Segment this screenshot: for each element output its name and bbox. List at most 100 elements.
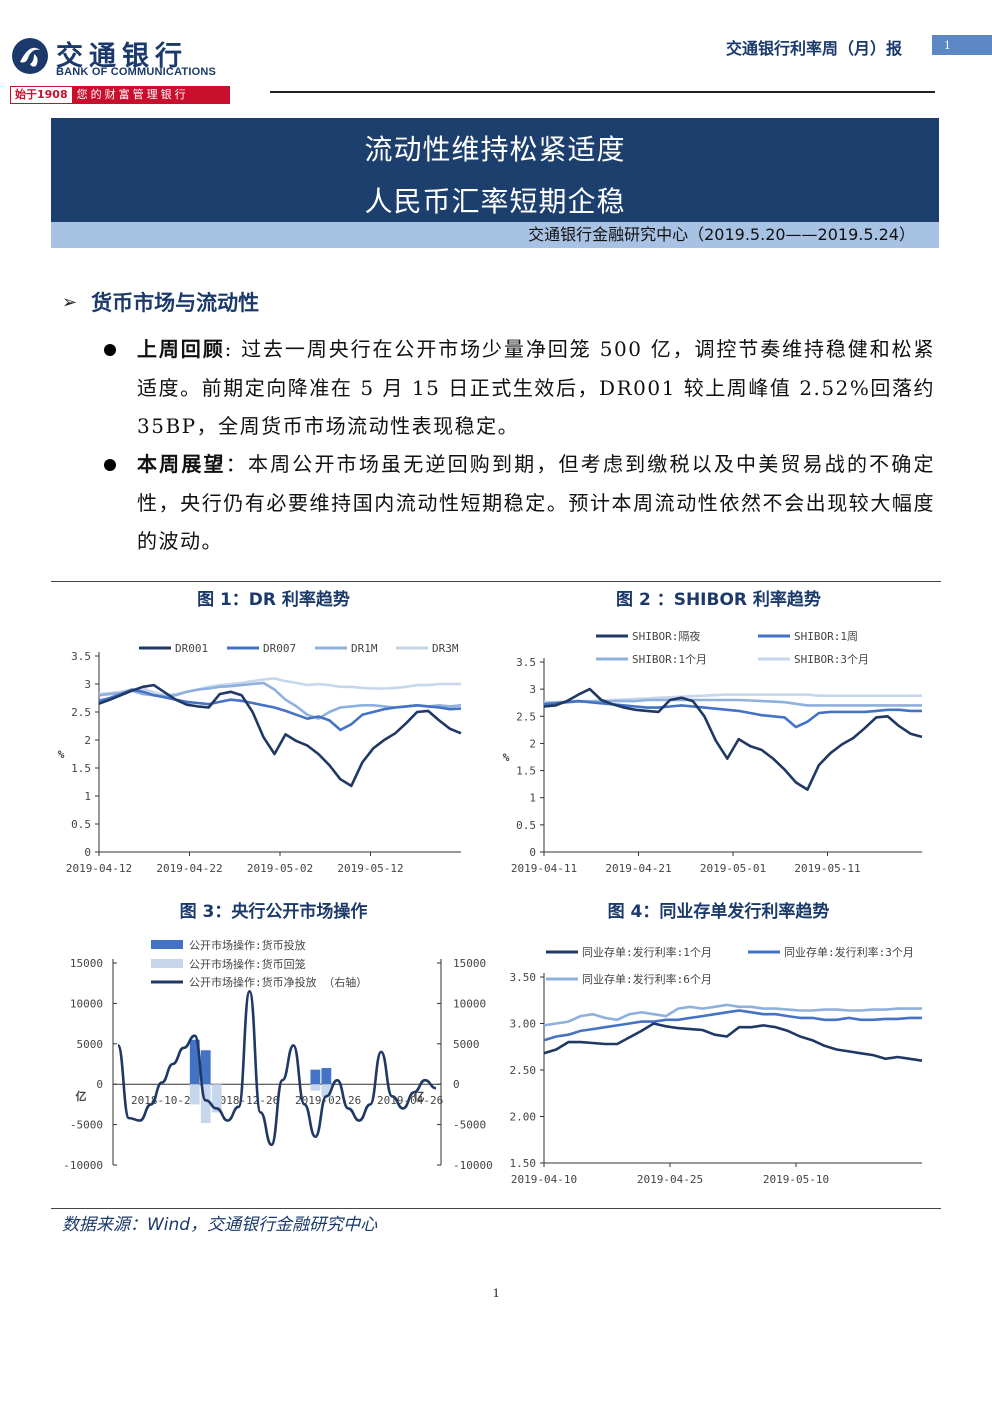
series-line-同业存单:发行利率:3个月 xyxy=(543,1009,922,1042)
x-tick-label: 2019-04-11 xyxy=(511,862,577,875)
bank-tagline: 始于1908 您的财富管理银行 xyxy=(10,86,230,104)
report-title: 交通银行利率周（月）报 xyxy=(726,39,903,58)
bullet-separator: : xyxy=(224,337,233,361)
series-line-SHIBOR:隔夜 xyxy=(543,687,923,791)
bank-logo-icon xyxy=(12,38,48,74)
y-tick-label: 2.5 xyxy=(71,706,91,719)
y-tick-label-right: 15000 xyxy=(453,957,486,970)
bar-公开市场操作:货币投放 xyxy=(321,1068,332,1085)
y-tick-label-left: 10000 xyxy=(70,997,103,1010)
bar-公开市场操作:货币回笼 xyxy=(321,1084,332,1098)
bullet-text: 过去一周央行在公开市场少量净回笼 500 亿，调控节奏维持稳健和松紧适度。前期定… xyxy=(137,337,936,438)
page-number: 1 xyxy=(492,1285,500,1300)
y-tick-label: 2.00 xyxy=(510,1111,537,1124)
legend-label: DR3M xyxy=(432,642,459,655)
y-tick-label: 0 xyxy=(84,846,91,859)
y-tick-label-left: -5000 xyxy=(70,1119,103,1132)
legend-swatch xyxy=(151,940,183,949)
y-tick-label-right: 10000 xyxy=(453,997,486,1010)
legend-label: 公开市场操作:货币净投放 （右轴） xyxy=(189,975,367,989)
bullet-label: 上周回顾 xyxy=(137,337,225,361)
y-tick-label: 0.5 xyxy=(516,819,536,832)
headline-1: 流动性维持松紧适度 xyxy=(364,133,626,166)
x-tick-label: 2019-04-12 xyxy=(66,862,132,875)
y-tick-label: 1.5 xyxy=(71,762,91,775)
legend-swatch xyxy=(151,959,183,968)
x-tick-label: 2019-04-21 xyxy=(605,862,671,875)
y-tick-label: 3.5 xyxy=(71,650,91,663)
y-tick-label: 1.5 xyxy=(516,765,536,778)
y-tick-label: 0 xyxy=(529,846,536,859)
legend-label: 公开市场操作:货币回笼 xyxy=(189,957,306,971)
headline-2: 人民币汇率短期企稳 xyxy=(364,185,626,218)
y-tick-label: 1 xyxy=(84,790,91,803)
y-tick-label-right: 0 xyxy=(453,1078,460,1091)
bar-公开市场操作:货币回笼 xyxy=(200,1084,211,1123)
x-tick-label: 2019-04-25 xyxy=(637,1173,703,1186)
x-tick-label: 2019-04-22 xyxy=(156,862,222,875)
bullet-separator: ： xyxy=(225,452,248,476)
x-tick-label: 2019-05-02 xyxy=(247,862,313,875)
bank-name-cn: 交通银行 xyxy=(56,41,188,72)
bar-公开市场操作:货币回笼 xyxy=(211,1084,222,1113)
legend-label: 同业存单:发行利率:1个月 xyxy=(582,945,712,959)
y-tick-label: 2 xyxy=(84,734,91,747)
legend-label: DR001 xyxy=(175,642,208,655)
legend-label: SHIBOR:1个月 xyxy=(632,653,707,666)
x-tick-label: 2018-10-26 xyxy=(131,1094,197,1107)
figure-1-title: 图 1：DR 利率趋势 xyxy=(197,590,350,610)
y-tick-label-right: 5000 xyxy=(453,1038,480,1051)
bar-公开市场操作:货币投放 xyxy=(200,1050,211,1085)
fig1-svg: 0 0.5 1 1.5 2 2.5 3 3.5% 2019-04-12 2019-04-22 201… xyxy=(58,642,462,875)
dr-rate-chart: 0 0.5 1 1.5 2 2.5 3 3.5% 2019-04-12 2019-04-22 201… xyxy=(51,612,491,882)
figure-3-title: 图 3：央行公开市场操作 xyxy=(179,902,368,922)
y-tick-label: 3 xyxy=(84,678,91,691)
y-tick-label: 3.5 xyxy=(516,656,536,669)
y-tick-label-left: 0 xyxy=(96,1078,103,1091)
y-tick-label: 1.50 xyxy=(510,1157,537,1170)
bar-公开市场操作:货币投放 xyxy=(310,1069,321,1085)
bullet-dot-icon xyxy=(104,344,116,356)
x-tick-label: 2019-05-11 xyxy=(794,862,860,875)
legend-label: DR007 xyxy=(263,642,296,655)
bullet-text: 本周公开市场虽无逆回购到期，但考虑到缴税以及中美贸易战的不确定性，央行仍有必要维… xyxy=(137,452,936,553)
y-axis-label: % xyxy=(58,748,65,761)
y-tick-label-left: 15000 xyxy=(70,957,103,970)
figure-4-title: 图 4：同业存单发行利率趋势 xyxy=(607,902,830,922)
series-line-同业存单:发行利率:1个月 xyxy=(543,1022,923,1062)
fig2-svg: 0 0.5 1 1.5 2 2.5 3 3.5% 2019-04-11 2019-04-21 201… xyxy=(503,629,923,875)
y-tick-label: 1 xyxy=(529,792,536,805)
bar-公开市场操作:货币回笼 xyxy=(310,1084,321,1091)
open-market-chart: -10000 -10000 -5000 -5000 0 0 5000 5000 10000 100… xyxy=(51,925,496,1195)
data-source-note: 数据来源：Wind，交通银行金融研究中心 xyxy=(62,1215,378,1235)
byline: 交通银行金融研究中心（2019.5.20——2019.5.24） xyxy=(51,222,939,248)
series-line-DR1M xyxy=(98,681,462,720)
series-line-SHIBOR:1周 xyxy=(543,699,922,729)
section-title: 货币市场与流动性 xyxy=(91,291,260,315)
bullet-outlook: 本周展望：本周公开市场虽无逆回购到期，但考虑到缴税以及中美贸易战的不确定性，央行… xyxy=(100,445,935,561)
y-tick-label-right: -10000 xyxy=(453,1159,493,1172)
x-tick-label: 2019-05-12 xyxy=(337,862,403,875)
section-heading: ➢ 货币市场与流动性 xyxy=(62,287,259,317)
legend-label: SHIBOR:隔夜 xyxy=(632,629,700,643)
x-tick-label: 2018-12-26 xyxy=(213,1094,279,1107)
y-tick-label: 3.00 xyxy=(510,1018,537,1031)
legend-label: SHIBOR:3个月 xyxy=(794,653,869,666)
fig3-svg: -10000 -10000 -5000 -5000 0 0 5000 5000 10000 100… xyxy=(63,938,493,1172)
y-axis-label: % xyxy=(503,751,510,764)
y-tick-label: 2 xyxy=(529,737,536,750)
series-line-net xyxy=(116,989,437,1147)
bank-since: 始于1908 xyxy=(11,87,72,103)
series-line-DR001 xyxy=(98,683,462,788)
bullet-review: 上周回顾: 过去一周央行在公开市场少量净回笼 500 亿，调控节奏维持稳健和松紧… xyxy=(100,330,935,446)
bar-公开市场操作:货币投放 xyxy=(189,1039,200,1085)
figure-2-title: 图 2 ：SHIBOR 利率趋势 xyxy=(616,590,821,610)
legend-label: DR1M xyxy=(351,642,378,655)
bank-slogan: 您的财富管理银行 xyxy=(71,87,229,103)
y-tick-label: 2.5 xyxy=(516,710,536,723)
fig4-svg: 1.50 2.00 2.50 3.00 3.50 2019-04-10 2019-04-25… xyxy=(510,945,923,1186)
page-badge: 1 xyxy=(932,35,992,55)
y-tick-label: 2.50 xyxy=(510,1064,537,1077)
x-tick-label: 2019-05-01 xyxy=(700,862,766,875)
legend-label: 公开市场操作:货币投放 xyxy=(189,938,306,952)
